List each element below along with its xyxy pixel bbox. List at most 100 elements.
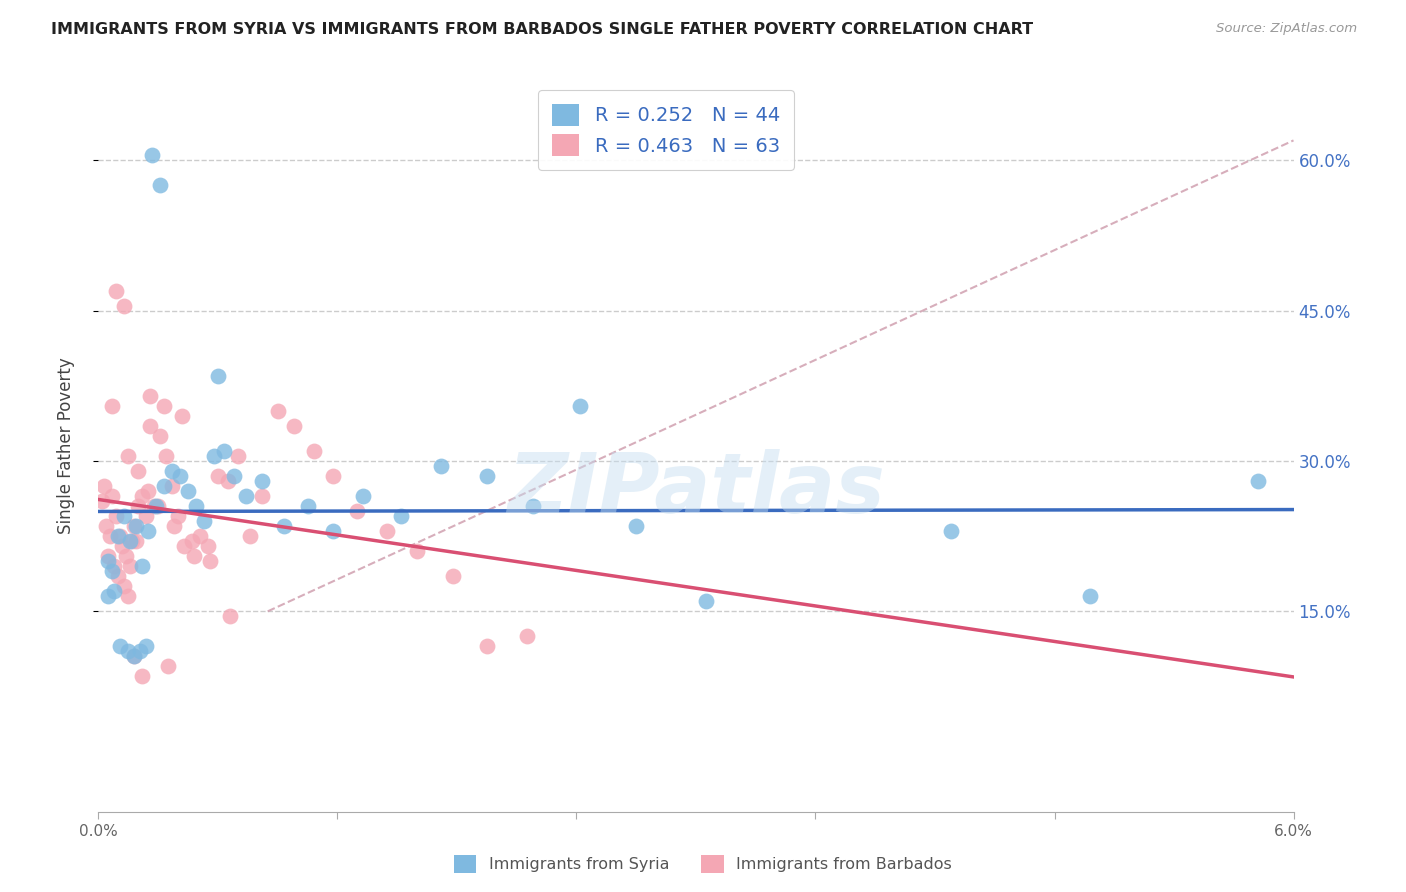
- Point: [193, 514, 215, 528]
- Point: [172, 409, 194, 423]
- Point: [322, 524, 344, 538]
- Point: [125, 534, 148, 549]
- Text: ZIPatlas: ZIPatlas: [508, 450, 884, 531]
- Point: [375, 524, 398, 538]
- Point: [139, 419, 162, 434]
- Legend: R = 0.252   N = 44, R = 0.463   N = 63: R = 0.252 N = 44, R = 0.463 N = 63: [538, 90, 794, 169]
- Point: [177, 484, 200, 499]
- Point: [141, 148, 163, 162]
- Point: [111, 539, 134, 553]
- Point: [157, 659, 180, 673]
- Point: [91, 494, 114, 508]
- Point: [112, 579, 135, 593]
- Point: [516, 629, 538, 643]
- Point: [112, 299, 135, 313]
- Point: [475, 640, 498, 654]
- Point: [115, 549, 138, 564]
- Point: [105, 284, 128, 298]
- Point: [217, 474, 239, 488]
- Point: [136, 524, 159, 538]
- Point: [160, 464, 183, 478]
- Point: [160, 479, 183, 493]
- Point: [121, 534, 143, 549]
- Point: [153, 479, 176, 493]
- Point: [1247, 474, 1270, 488]
- Point: [250, 474, 273, 488]
- Y-axis label: Single Father Poverty: Single Father Poverty: [56, 358, 75, 534]
- Point: [250, 489, 273, 503]
- Point: [98, 529, 122, 543]
- Point: [163, 519, 186, 533]
- Point: [430, 458, 453, 473]
- Point: [97, 589, 120, 603]
- Legend: Immigrants from Syria, Immigrants from Barbados: Immigrants from Syria, Immigrants from B…: [447, 848, 959, 880]
- Point: [169, 469, 191, 483]
- Point: [239, 529, 262, 543]
- Point: [127, 464, 149, 478]
- Point: [197, 539, 219, 553]
- Point: [1080, 589, 1102, 603]
- Point: [212, 444, 235, 458]
- Point: [97, 549, 120, 564]
- Point: [167, 509, 190, 524]
- Point: [346, 504, 368, 518]
- Point: [695, 594, 717, 608]
- Point: [107, 569, 129, 583]
- Point: [149, 429, 172, 443]
- Text: IMMIGRANTS FROM SYRIA VS IMMIGRANTS FROM BARBADOS SINGLE FATHER POVERTY CORRELAT: IMMIGRANTS FROM SYRIA VS IMMIGRANTS FROM…: [51, 22, 1033, 37]
- Point: [145, 499, 167, 513]
- Point: [124, 649, 146, 664]
- Point: [184, 499, 207, 513]
- Point: [188, 529, 211, 543]
- Point: [226, 449, 249, 463]
- Point: [441, 569, 464, 583]
- Point: [149, 178, 172, 193]
- Point: [153, 399, 176, 413]
- Point: [110, 640, 132, 654]
- Point: [120, 559, 142, 574]
- Point: [143, 499, 166, 513]
- Point: [322, 469, 344, 483]
- Point: [117, 644, 139, 658]
- Point: [235, 489, 257, 503]
- Point: [173, 539, 195, 553]
- Point: [131, 489, 153, 503]
- Point: [131, 559, 153, 574]
- Point: [135, 509, 157, 524]
- Point: [198, 554, 221, 568]
- Point: [181, 534, 204, 549]
- Point: [389, 509, 412, 524]
- Point: [96, 519, 118, 533]
- Point: [302, 444, 325, 458]
- Point: [131, 669, 153, 683]
- Point: [101, 564, 124, 578]
- Point: [105, 509, 128, 524]
- Point: [120, 534, 142, 549]
- Point: [124, 519, 146, 533]
- Point: [129, 644, 152, 658]
- Point: [273, 519, 295, 533]
- Point: [475, 469, 498, 483]
- Point: [101, 489, 124, 503]
- Point: [267, 404, 290, 418]
- Point: [207, 469, 229, 483]
- Point: [148, 499, 170, 513]
- Point: [569, 399, 592, 413]
- Point: [522, 499, 544, 513]
- Point: [93, 479, 115, 493]
- Point: [125, 519, 148, 533]
- Point: [101, 399, 124, 413]
- Point: [155, 449, 177, 463]
- Point: [136, 484, 159, 499]
- Point: [352, 489, 374, 503]
- Point: [183, 549, 205, 564]
- Point: [139, 389, 162, 403]
- Point: [297, 499, 319, 513]
- Point: [127, 499, 149, 513]
- Point: [110, 529, 132, 543]
- Point: [124, 649, 146, 664]
- Point: [117, 449, 139, 463]
- Point: [135, 640, 157, 654]
- Point: [222, 469, 245, 483]
- Point: [202, 449, 225, 463]
